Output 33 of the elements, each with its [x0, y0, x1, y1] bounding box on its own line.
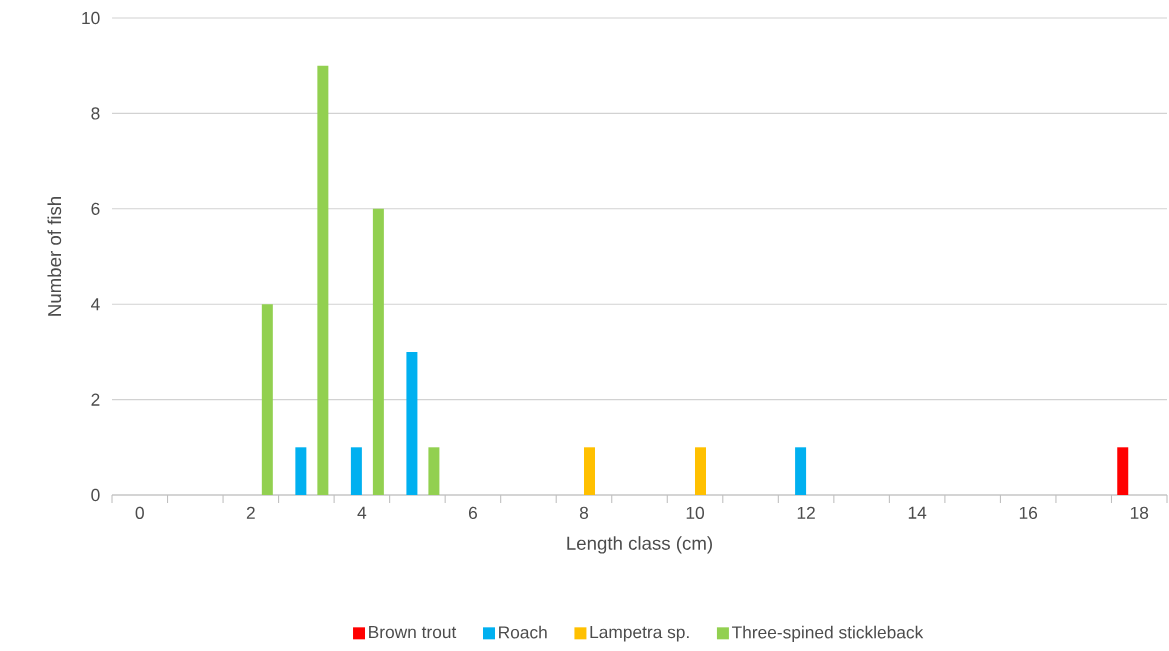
legend-label: Three-spined stickleback	[731, 625, 924, 642]
x-tick-label: 16	[1019, 506, 1038, 520]
bar	[372, 208, 384, 495]
x-axis-title: Length class (cm)	[567, 536, 712, 554]
y-tick-label: 6	[91, 202, 100, 215]
y-tick-label: 10	[82, 11, 100, 25]
bar	[1117, 447, 1129, 495]
bar	[295, 447, 307, 495]
x-tick-label: 2	[246, 506, 255, 519]
x-tick-label: 0	[135, 506, 144, 520]
x-tick-label: 18	[1130, 506, 1149, 520]
bar	[428, 447, 440, 495]
legend-label: Brown trout	[369, 626, 457, 639]
bar	[695, 447, 707, 495]
y-axis-title: Number of fish	[47, 197, 62, 316]
x-tick-label: 12	[797, 506, 815, 519]
y-tick-label: 2	[91, 393, 100, 406]
bar	[350, 447, 362, 495]
y-tick-label: 4	[91, 298, 100, 311]
y-tick-label: 0	[91, 488, 100, 502]
x-tick-label: 10	[686, 506, 704, 520]
legend-label: Lampetra sp.	[590, 626, 689, 642]
y-tick-label: 8	[91, 107, 100, 120]
bar	[261, 304, 273, 495]
bar	[406, 351, 418, 495]
x-tick-label: 14	[908, 506, 927, 519]
x-tick-label: 8	[579, 506, 589, 520]
legend-label: Roach	[499, 625, 547, 639]
x-tick-label: 4	[357, 506, 367, 519]
bar	[317, 65, 329, 495]
bar	[795, 447, 807, 495]
bar	[583, 447, 595, 495]
x-tick-label: 6	[468, 506, 477, 520]
